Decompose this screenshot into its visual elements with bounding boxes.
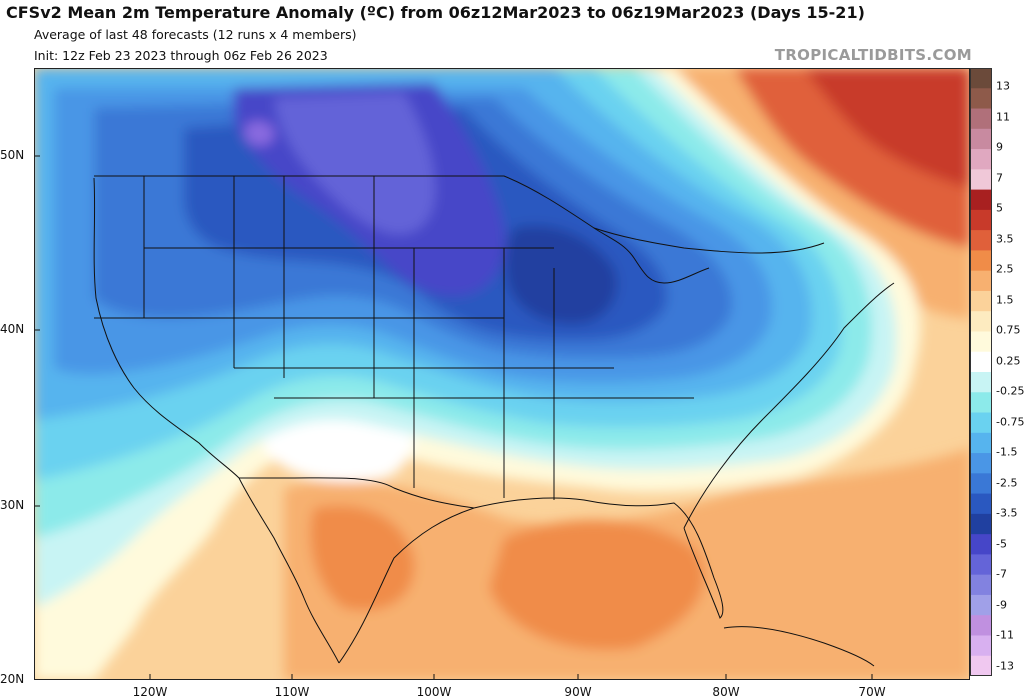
colorbar-swatch	[970, 473, 992, 495]
colorbar-swatch	[970, 372, 992, 393]
colorbar-label: -9	[996, 598, 1007, 611]
colorbar-swatch	[970, 635, 992, 657]
baja-coast	[238, 477, 340, 664]
lat-label-40n: 40N	[0, 322, 25, 336]
west-coast	[93, 177, 240, 479]
anomaly-warm-core-gulf	[489, 519, 705, 650]
temperature-anomaly-map	[34, 68, 970, 680]
great-lakes-outline	[593, 227, 710, 284]
colorbar-swatch	[970, 209, 992, 231]
colorbar-label: 13	[996, 79, 1010, 93]
colorbar-label: 3.5	[996, 232, 1014, 245]
colorbar-swatch	[970, 432, 992, 454]
colorbar-swatch	[970, 331, 992, 353]
lon-label-90w: 90W	[564, 685, 592, 699]
map-title: CFSv2 Mean 2m Temperature Anomaly (ºC) f…	[6, 3, 865, 22]
colorbar-swatch	[970, 88, 992, 110]
colorbar-swatch	[970, 189, 992, 211]
colorbar-swatch	[970, 574, 992, 596]
lon-label-110w: 110W	[274, 685, 310, 699]
colorbar-label: -0.25	[996, 384, 1024, 398]
anomaly-warm-core-mexico	[310, 505, 415, 611]
colorbar-swatch	[970, 230, 992, 251]
colorbar-label: -2.5	[996, 476, 1018, 489]
colorbar-label: 5	[996, 201, 1003, 215]
colorbar-swatch	[970, 270, 992, 292]
anomaly-darkest-blue	[504, 225, 618, 324]
anomaly-violet-spot	[244, 121, 274, 146]
header: CFSv2 Mean 2m Temperature Anomaly (ºC) f…	[0, 0, 1024, 68]
colorbar-label: -3.5	[996, 506, 1018, 520]
state-border-west	[143, 176, 285, 378]
colorbar-swatch	[970, 513, 992, 535]
colorbar-label: -11	[996, 628, 1014, 642]
colorbar-label: 0.75	[996, 323, 1021, 337]
colorbar-swatch	[970, 128, 992, 150]
lon-label-70w: 70W	[858, 685, 886, 699]
canada-border	[94, 175, 825, 254]
lon-label-100w: 100W	[416, 685, 452, 699]
anomaly-violet-core	[274, 93, 435, 235]
map-subtitle-forecasts: Average of last 48 forecasts (12 runs x …	[34, 27, 357, 42]
colorbar-label: -13	[996, 659, 1014, 672]
lat-label-20n: 20N	[0, 672, 25, 686]
colorbar-label: 0.25	[996, 354, 1021, 367]
colorbar-swatch	[970, 351, 992, 373]
colorbar-swatch	[970, 108, 992, 130]
colorbar-swatch	[970, 594, 992, 616]
state-border-lat-a	[94, 247, 694, 399]
map-subtitle-init: Init: 12z Feb 23 2023 through 06z Feb 26…	[34, 48, 328, 63]
lat-label-30n: 30N	[0, 498, 25, 512]
anomaly-field	[34, 68, 970, 680]
colorbar-swatch	[970, 412, 992, 434]
lat-label-50n: 50N	[0, 148, 25, 162]
lon-label-80w: 80W	[712, 685, 740, 699]
colorbar-frame	[970, 68, 992, 676]
map-frame	[34, 68, 970, 680]
colorbar-label: -7	[996, 567, 1007, 581]
colorbar-swatch	[970, 493, 992, 515]
mexico-gulf-coast	[338, 507, 475, 664]
colorbar-label: -5	[996, 537, 1007, 550]
colorbar	[970, 68, 992, 676]
colorbar-swatch	[970, 453, 992, 474]
colorbar-swatch	[970, 392, 992, 414]
lon-label-120w: 120W	[132, 685, 168, 699]
colorbar-label: 9	[996, 140, 1003, 154]
colorbar-label: -1.5	[996, 445, 1018, 459]
colorbar-swatch	[970, 169, 992, 191]
gulf-coast	[473, 497, 724, 619]
brand-watermark: TROPICALTIDBITS.COM	[774, 46, 972, 64]
colorbar-swatch	[970, 554, 992, 576]
colorbar-swatch	[970, 534, 992, 555]
colorbar-label: 1.5	[996, 293, 1014, 306]
colorbar-swatch	[970, 311, 992, 333]
colorbar-label: 7	[996, 171, 1003, 184]
colorbar-swatch	[970, 149, 992, 170]
anomaly-hot-core	[804, 68, 970, 188]
colorbar-swatch	[970, 655, 992, 676]
colorbar-label: 11	[996, 110, 1010, 123]
coastlines-and-borders	[93, 175, 895, 667]
colorbar-swatch	[970, 615, 992, 637]
colorbar-label: -0.75	[996, 415, 1024, 428]
colorbar-swatch	[970, 68, 992, 89]
colorbar-swatch	[970, 290, 992, 312]
east-coast	[683, 282, 895, 529]
mexico-border	[239, 477, 475, 509]
colorbar-swatch	[970, 250, 992, 272]
cuba-outline	[723, 626, 875, 667]
colorbar-label: 2.5	[996, 262, 1014, 276]
